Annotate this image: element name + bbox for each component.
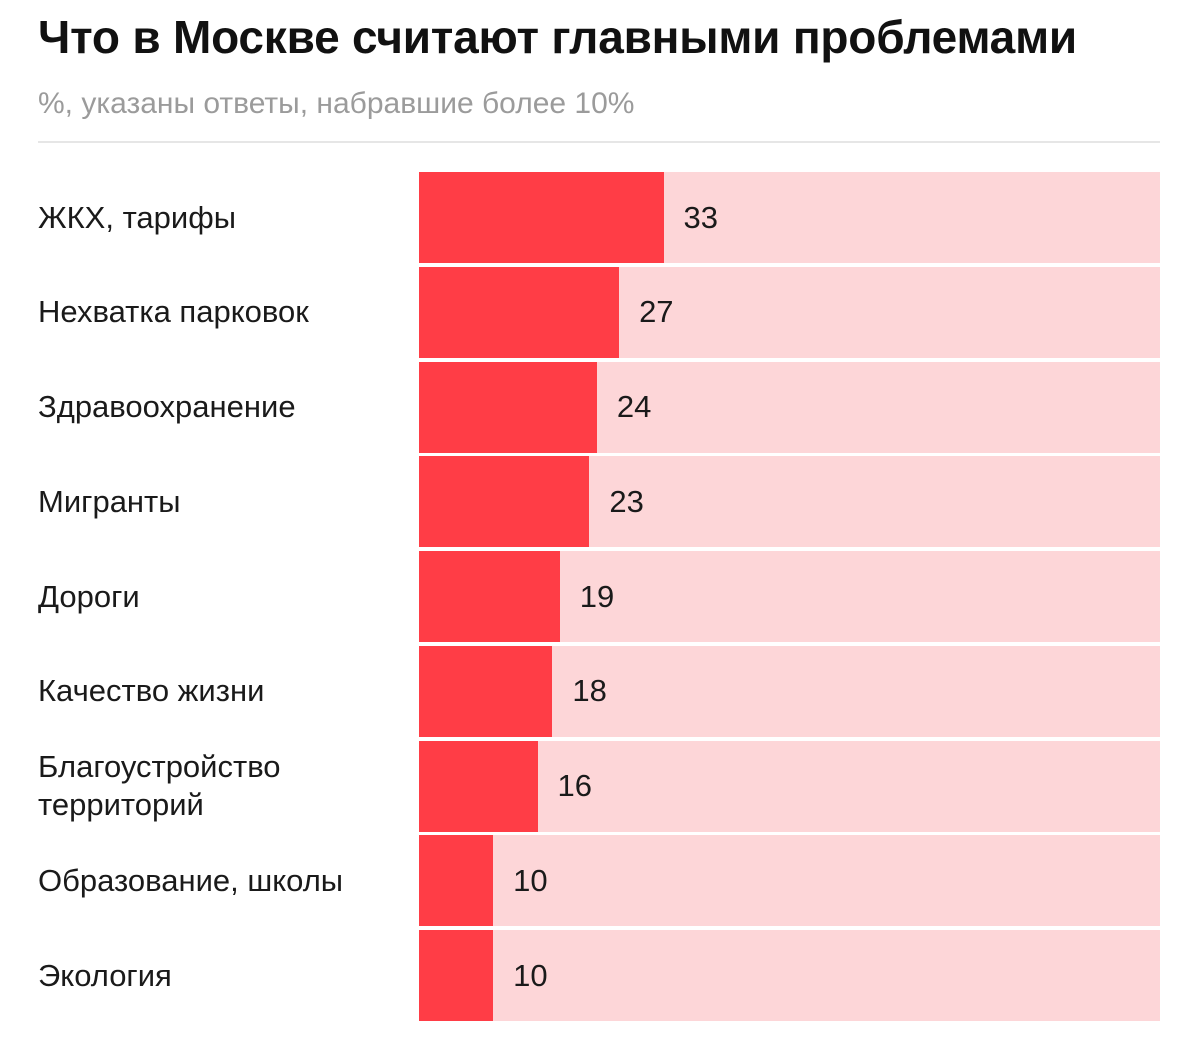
bar-track: 24	[419, 361, 1160, 453]
bar-track: 27	[419, 266, 1160, 358]
chart-row: Экология 10	[38, 930, 1160, 1021]
bar-chart: ЖКХ, тарифы 33 Нехватка парковок 27 Здравоох…	[38, 172, 1160, 1021]
bar	[419, 456, 590, 548]
chart-row: Качество жизни 18	[38, 645, 1160, 737]
chart-row: Здравоохранение 24	[38, 361, 1160, 453]
value-label: 27	[639, 294, 674, 330]
chart-row: Дороги 19	[38, 551, 1160, 642]
bar-track: 19	[419, 551, 1160, 642]
value-label: 33	[683, 199, 718, 235]
chart-row: Мигранты 23	[38, 456, 1160, 548]
bar-track: 23	[419, 456, 1160, 548]
value-label: 23	[609, 483, 644, 519]
bar	[419, 645, 553, 737]
value-label: 19	[579, 578, 615, 614]
bar	[419, 930, 494, 1021]
bar	[419, 551, 560, 642]
bar-track: 16	[419, 740, 1160, 832]
chart-row: Благоустройство территорий 16	[38, 740, 1160, 832]
value-label: 18	[572, 673, 607, 709]
bar	[419, 361, 597, 453]
bar-track: 10	[419, 930, 1160, 1021]
category-label: Здравоохранение	[38, 389, 296, 424]
category-label: Нехватка парковок	[38, 294, 309, 330]
bar-track: 18	[419, 645, 1160, 737]
chart-title: Что в Москве считают главными проблемами	[38, 11, 1077, 63]
chart-row: Нехватка парковок 27	[38, 266, 1160, 358]
chart-row: Образование, школы 10	[38, 835, 1160, 927]
bar	[419, 266, 620, 358]
value-label: 10	[513, 862, 548, 898]
bar	[419, 740, 538, 832]
category-label: Образование, школы	[38, 862, 344, 898]
chart-row: ЖКХ, тарифы 33	[38, 172, 1160, 263]
bar	[419, 835, 494, 927]
category-label: Качество жизни	[38, 673, 265, 709]
category-label: ЖКХ, тарифы	[38, 199, 237, 235]
category-label: Экология	[38, 957, 172, 993]
header-divider	[38, 141, 1160, 143]
value-label: 16	[557, 768, 593, 803]
value-label: 24	[616, 389, 652, 424]
bar-track: 10	[419, 835, 1160, 927]
category-label: Дороги	[38, 578, 140, 614]
chart-subtitle: %, указаны ответы, набравшие более 10%	[38, 87, 635, 120]
bar	[419, 172, 664, 263]
bar-track: 33	[419, 172, 1160, 263]
category-label: Мигранты	[38, 483, 181, 519]
value-label: 10	[513, 957, 548, 993]
category-label: Благоустройство территорий	[38, 749, 281, 822]
